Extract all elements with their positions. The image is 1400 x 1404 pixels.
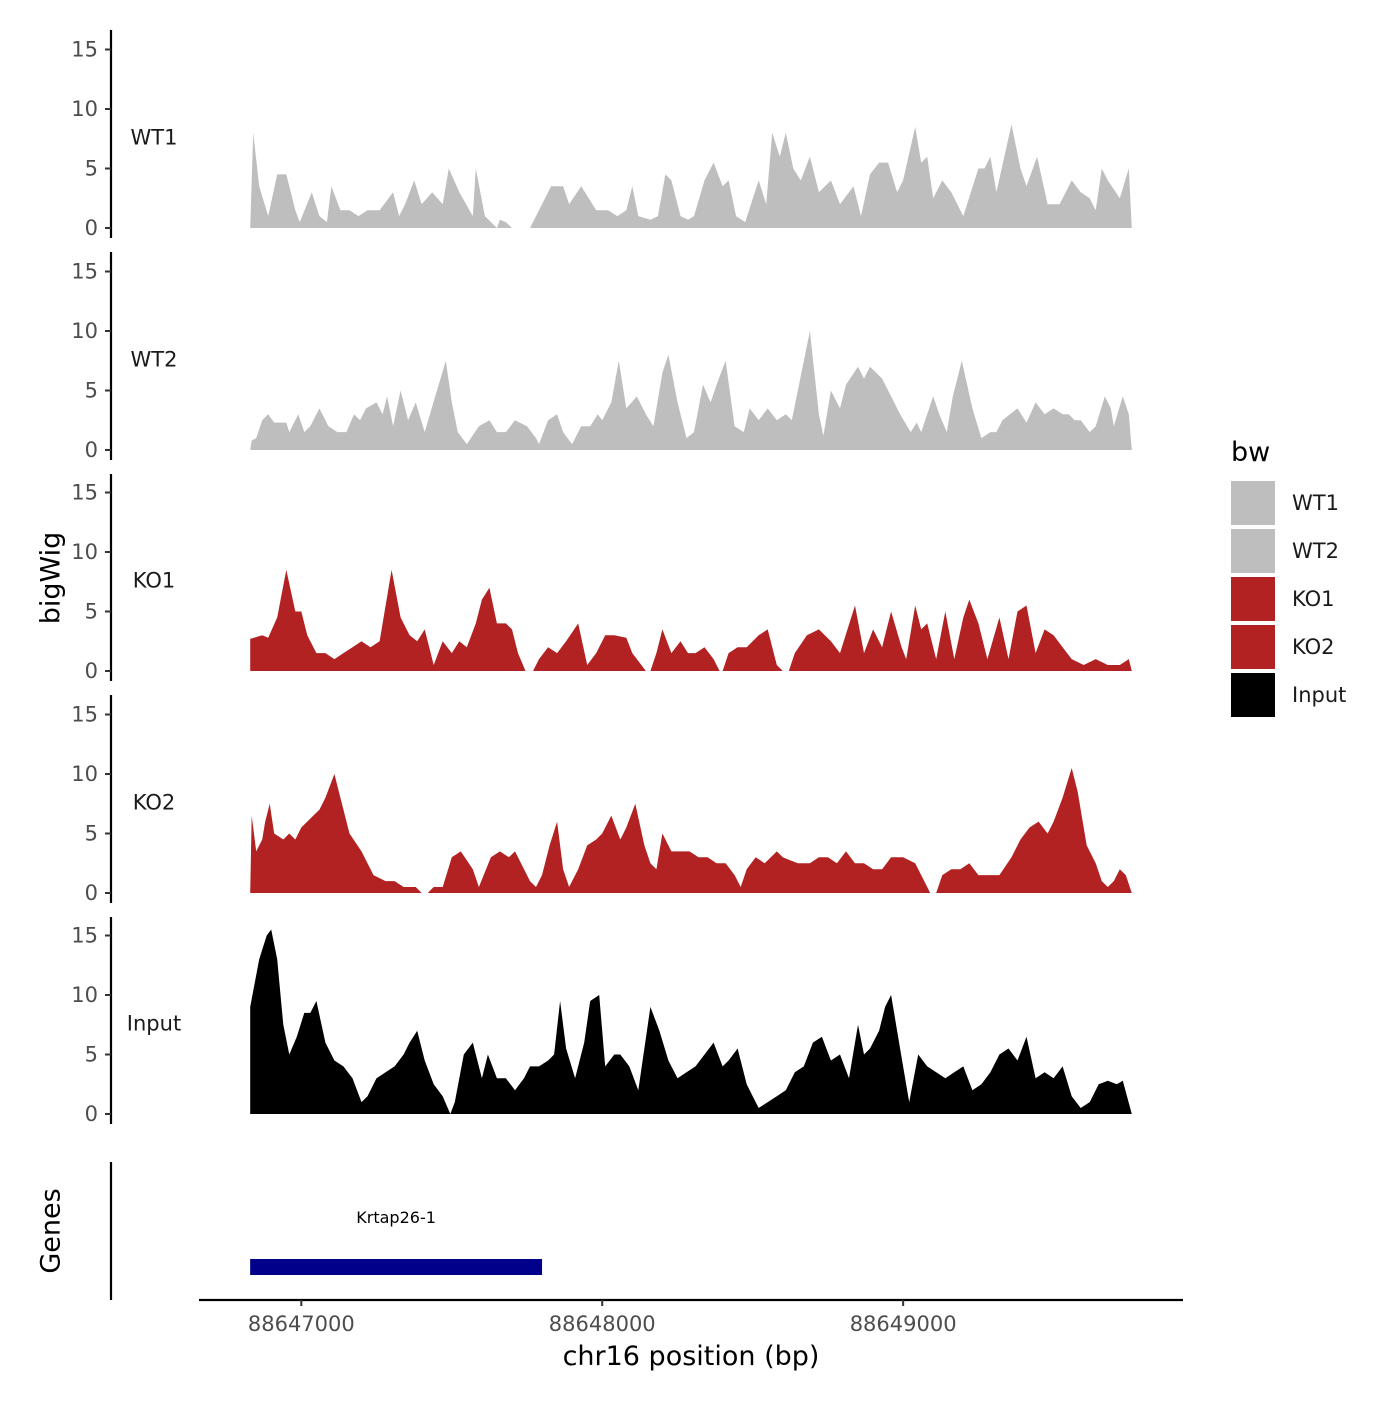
legend-key-ko1 [1231,577,1275,621]
legend-label-input: Input [1292,683,1346,707]
gene-krtap26-1 [250,1259,543,1275]
legend-key-wt2 [1231,529,1275,573]
y-tick-label: 5 [85,822,98,846]
y-tick-label: 0 [85,438,98,462]
y-tick-label: 10 [71,319,98,343]
y-tick-label: 0 [85,659,98,683]
y-tick-label: 5 [85,1043,98,1067]
legend-key-wt1 [1231,481,1275,525]
y-tick-label: 0 [85,216,98,240]
track-wt2: 0 5 10 15 WT2 [71,252,1132,462]
y-tick-label: 10 [71,97,98,121]
legend-key-input [1231,673,1275,717]
legend-key-ko2 [1231,625,1275,669]
gene-track-label: Genes [36,1188,67,1273]
y-tick-label: 5 [85,157,98,181]
y-tick-label: 15 [71,924,98,948]
y-tick-label: 15 [71,38,98,62]
x-tick-label: 88647000 [248,1312,355,1336]
gene-label-krtap26-1: Krtap26-1 [356,1208,436,1227]
y-tick-label: 15 [71,260,98,284]
y-tick-label: 15 [71,703,98,727]
track-ko2: 0 5 10 15 KO2 [71,695,1132,905]
legend-label-wt2: WT2 [1292,539,1339,563]
x-axis: chr16 position (bp) 88647000 88648000 8864… [199,1298,1183,1372]
y-tick-label: 0 [85,1102,98,1126]
track-label-ko1: KO1 [133,569,176,593]
y-tick-label: 15 [71,481,98,505]
area-input [250,929,1132,1114]
legend-label-ko2: KO2 [1292,635,1335,659]
y-tick-label: 10 [71,540,98,564]
y-axis-title: bigWig [36,532,67,625]
track-label-wt2: WT2 [131,348,178,372]
area-ko2 [250,768,1132,893]
area-wt1 [250,124,1132,228]
legend-label-wt1: WT1 [1292,491,1339,515]
y-tick-label: 0 [85,881,98,905]
area-ko1 [250,569,1132,671]
track-ko1: 0 5 10 15 KO1 [71,474,1132,683]
track-label-wt1: WT1 [131,126,178,150]
legend-label-ko1: KO1 [1292,587,1335,611]
y-tick-label: 5 [85,379,98,403]
legend-title: bw [1231,437,1270,468]
track-label-ko2: KO2 [133,791,176,815]
area-wt2 [250,331,1132,450]
legend: bw WT1 WT2 KO1 KO2 Input [1231,437,1346,717]
track-input: 0 5 10 15 Input [71,917,1132,1126]
tracks-layer: 0 5 10 15 WT1 0 5 10 15 WT2 0 5 10 15 KO1 0 5 10 15 KO2 0 5 10… [71,30,1132,1126]
track-label-input: Input [127,1012,181,1036]
y-tick-label: 10 [71,983,98,1007]
y-tick-label: 10 [71,762,98,786]
track-wt1: 0 5 10 15 WT1 [71,30,1132,240]
y-tick-label: 5 [85,600,98,624]
x-tick-label: 88649000 [850,1312,957,1336]
x-axis-title: chr16 position (bp) [563,1341,820,1372]
x-tick-label: 88648000 [549,1312,656,1336]
gene-track: Genes Krtap26-1 [36,1162,543,1300]
